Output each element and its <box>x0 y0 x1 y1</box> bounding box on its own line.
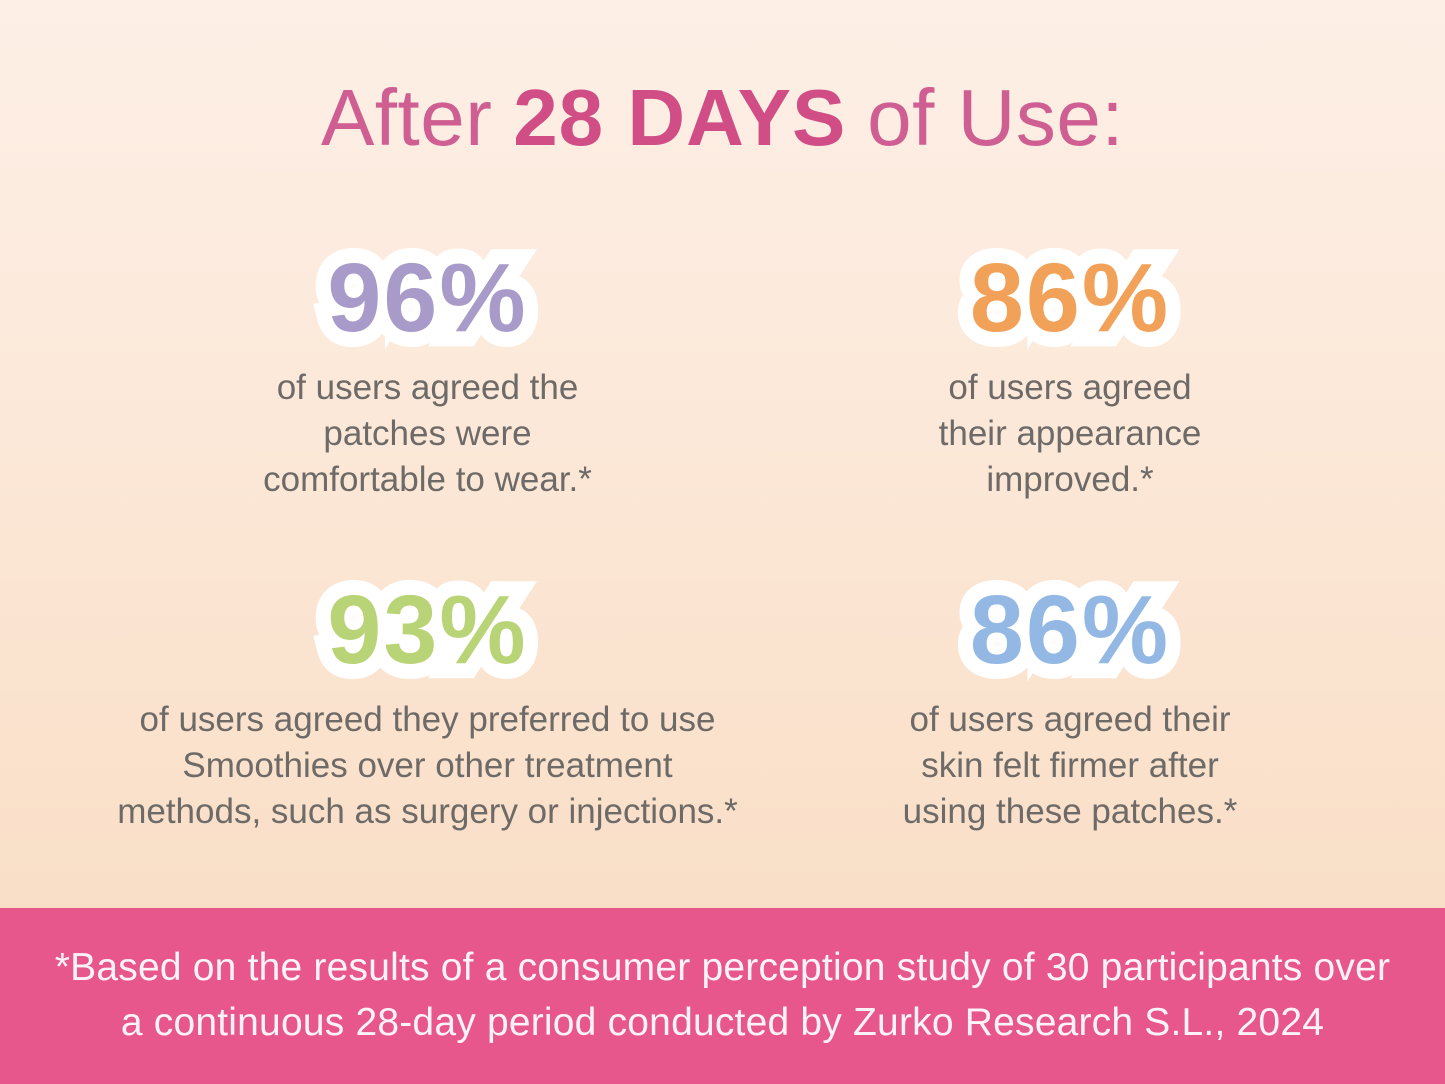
stat-comfort: 96% 96% of users agreed the patches were… <box>95 232 760 502</box>
stat-preference-percentage: 93% 93% <box>312 564 540 695</box>
stat-appearance-caption: of users agreed their appearance improve… <box>938 367 1202 499</box>
stat-comfort-percentage-value: 96% <box>327 243 528 352</box>
stat-preference: 93% 93% of users agreed they preferred t… <box>95 564 760 834</box>
footnote-bar: *Based on the results of a consumer perc… <box>0 908 1445 1084</box>
stat-firmness: 86% 86% of users agreed their skin felt … <box>770 564 1370 834</box>
stat-appearance-percentage-outline: 86% <box>955 232 1183 363</box>
stat-firmness-percentage-outline: 86% <box>955 564 1183 695</box>
stat-preference-percentage-outline: 93% <box>312 564 540 695</box>
stat-preference-caption: of users agreed they preferred to use Sm… <box>117 699 738 831</box>
stat-comfort-caption: of users agreed the patches were comfort… <box>263 367 592 499</box>
stat-appearance-percentage-value: 86% <box>969 243 1171 352</box>
stats-row-bottom: 93% 93% of users agreed they preferred t… <box>0 564 1445 834</box>
title-highlight: 28 DAYS <box>513 73 847 162</box>
stat-comfort-percentage-outline: 96% <box>312 232 540 363</box>
stat-appearance-percentage: 86% 86% <box>955 232 1183 363</box>
title-suffix: of Use: <box>867 73 1125 162</box>
stat-firmness-caption: of users agreed their skin felt firmer a… <box>902 699 1238 831</box>
stat-appearance: 86% 86% of users agreed their appearance… <box>770 232 1370 502</box>
footnote-text: *Based on the results of a consumer perc… <box>54 946 1391 1044</box>
stat-preference-percentage-value: 93% <box>327 575 528 684</box>
stats-row-top: 96% 96% of users agreed the patches were… <box>0 232 1445 502</box>
stat-firmness-percentage-value: 86% <box>969 575 1171 684</box>
stat-firmness-percentage: 86% 86% <box>955 564 1183 695</box>
title-prefix: After <box>320 73 493 162</box>
page-title: After 28 DAYS of Use: <box>0 74 1445 162</box>
stat-comfort-percentage: 96% 96% <box>312 232 540 363</box>
